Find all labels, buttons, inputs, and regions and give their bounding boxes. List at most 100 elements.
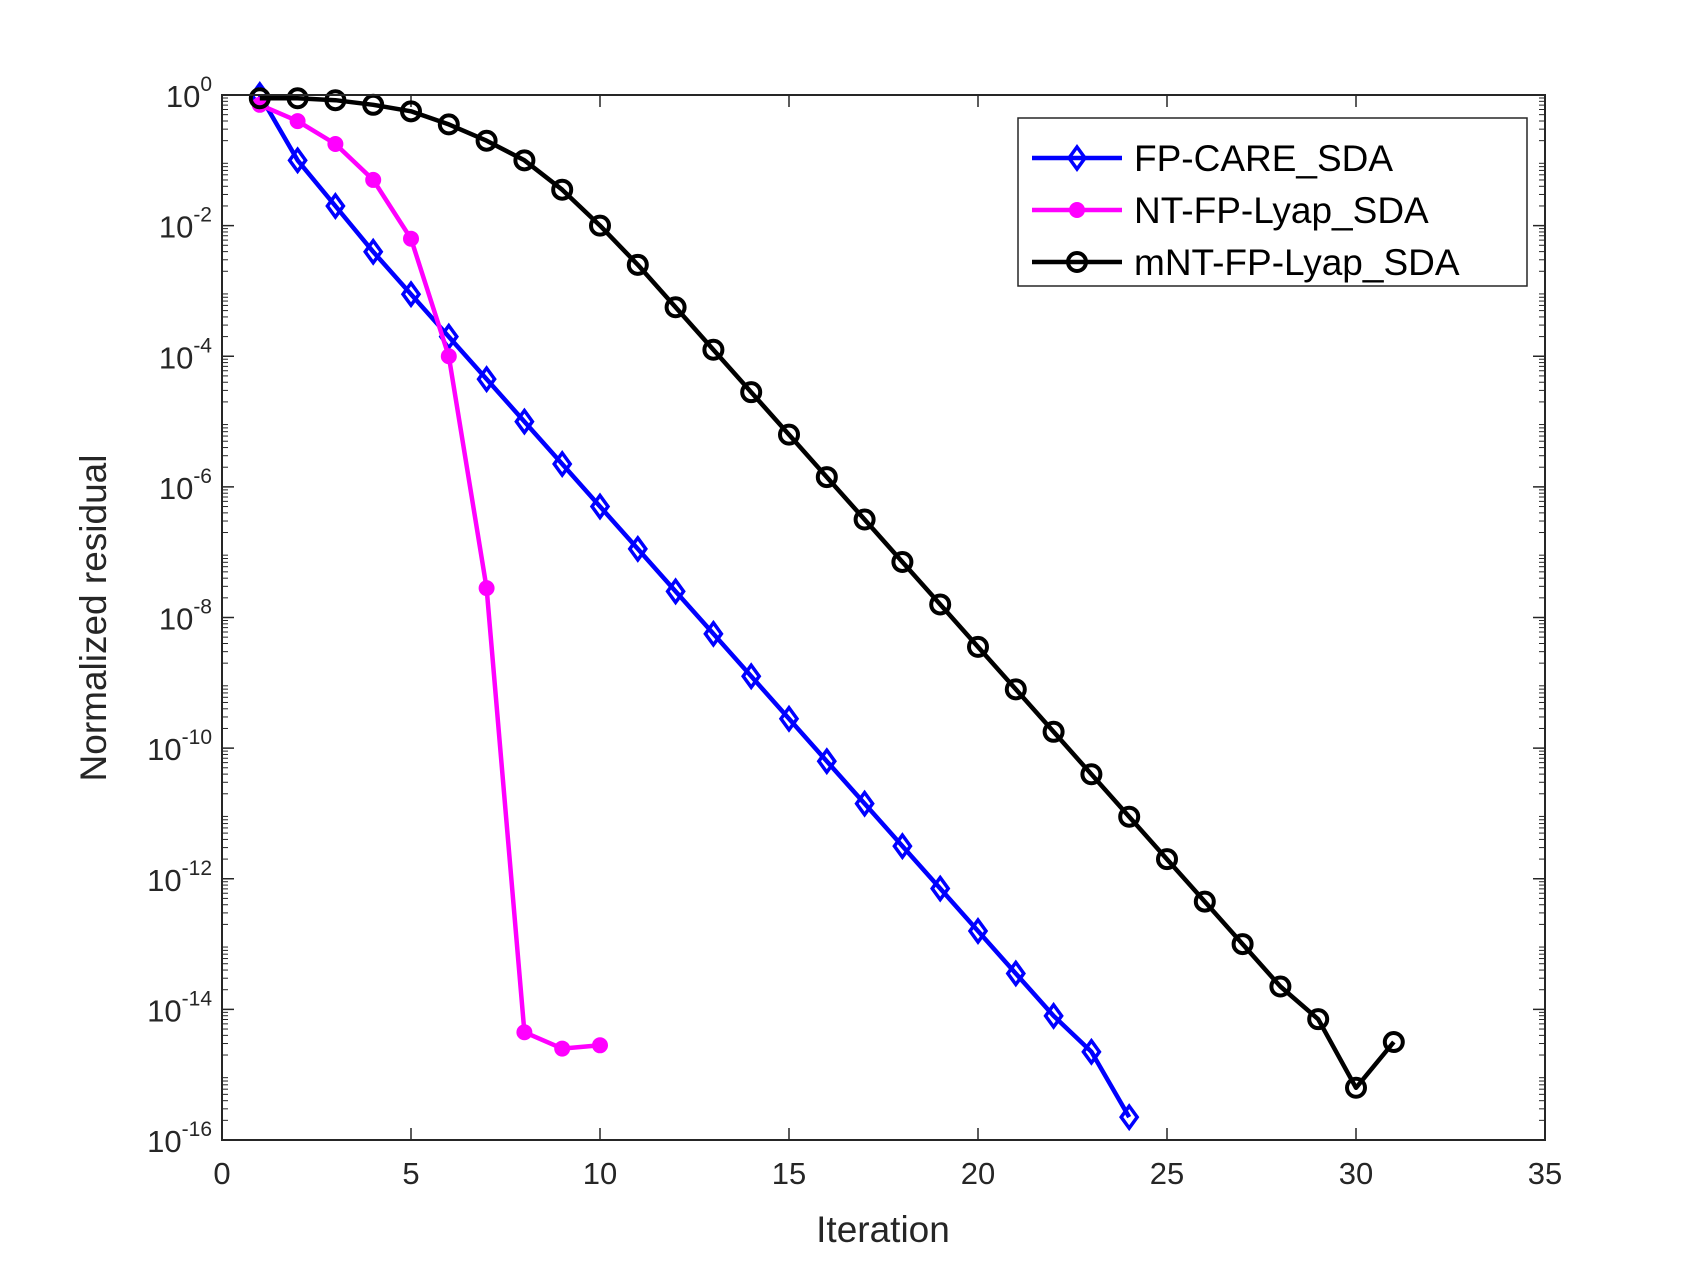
y-tick-base: 10 [147,993,181,1028]
legend-marker [1066,251,1088,273]
data-point [363,237,384,266]
y-tick-label: 100 [166,73,212,114]
legend: FP-CARE_SDA NT-FP-Lyap_SDA mNT-FP-Lyap_SDA [1017,117,1528,287]
data-point [816,747,837,776]
data-point [327,135,344,152]
legend-marker [1069,202,1085,218]
series-line [257,93,1132,1119]
data-point [287,146,308,175]
data-point [514,407,535,436]
data-point [891,550,914,573]
data-point [1156,848,1178,871]
legend-entry: FP-CARE_SDA [1032,138,1393,179]
data-point [741,662,762,691]
y-tick-base: 10 [147,1124,181,1159]
x-tick-label: 20 [961,1156,995,1191]
y-tick-exponent: 0 [200,73,212,96]
series-fp-care-sda [249,81,1140,1132]
y-tick-label: 10-8 [159,596,212,637]
data-point [854,789,875,818]
legend-box [1017,117,1528,287]
data-point [400,280,422,309]
data-point [554,1040,571,1057]
series-layer [248,81,1405,1132]
y-axis-label: Normalized residual [73,455,114,782]
axes-box [221,94,1546,1141]
x-tick-label: 15 [772,1156,806,1191]
x-tick-label: 35 [1528,1156,1562,1191]
y-tick-base: 10 [159,471,193,506]
y-tick-label: 10-14 [147,987,212,1028]
y-tick-exponent: -14 [182,987,213,1010]
x-tick-label: 30 [1339,1156,1373,1191]
data-point [516,1024,533,1041]
data-point [1043,1001,1064,1030]
data-point [248,87,271,110]
data-point [289,113,306,130]
data-point [664,296,687,319]
data-point [513,149,536,172]
data-point [853,508,876,531]
y-tick-exponent: -4 [193,334,212,357]
y-tick-label: 10-16 [147,1118,212,1159]
y-tick-exponent: -12 [182,857,212,880]
series-mnt-fp-lyap-sda [248,87,1405,1099]
data-point [592,1037,608,1054]
x-tick-label: 25 [1150,1156,1184,1191]
data-point [551,178,574,201]
data-point [627,534,648,563]
data-point [665,577,686,606]
data-point [626,253,649,276]
data-point [476,365,497,394]
data-point [403,230,419,247]
data-point [440,348,457,365]
y-tick-base: 10 [147,863,181,898]
data-point [589,214,611,237]
y-tick-label: 10-10 [147,726,212,767]
data-point [1119,1103,1140,1132]
data-point [1042,720,1065,743]
data-point [930,874,951,903]
data-point [702,338,725,361]
data-point [1080,763,1103,786]
data-point [929,593,952,616]
y-tick-label: 10-4 [159,334,212,375]
data-point [1382,1031,1405,1054]
data-point [286,87,309,110]
y-tick-base: 10 [159,340,193,375]
legend-label: FP-CARE_SDA [1134,138,1393,179]
legend-entry: NT-FP-Lyap_SDA [1032,190,1429,231]
y-tick-exponent: -10 [182,726,212,749]
x-tick-label: 5 [402,1156,419,1191]
series-line [259,96,1396,1091]
y-tick-base: 10 [159,210,193,245]
data-point [1004,678,1027,701]
y-tick-exponent: -2 [193,204,212,227]
data-point [475,129,498,152]
data-point [1193,890,1216,913]
y-tick-label: 10-12 [147,857,212,898]
data-point [967,635,989,658]
data-point [478,580,495,597]
y-tick-label: 10-2 [159,204,212,245]
data-point [324,89,347,112]
y-tick-exponent: -6 [193,465,212,488]
data-point [1081,1037,1102,1066]
legend-label: NT-FP-Lyap_SDA [1134,190,1429,231]
data-point [778,423,800,446]
data-point [778,704,800,733]
x-tick-label: 10 [583,1156,617,1191]
x-tick-labels: 0 5 10 15 20 25 30 35 [213,1156,1562,1191]
x-tick-label: 0 [213,1156,230,1191]
data-point [589,492,611,521]
data-point [892,832,913,861]
data-point [437,113,460,136]
data-point [1005,959,1026,988]
data-point [1231,933,1254,956]
data-point [815,466,838,489]
data-point [1307,1008,1330,1031]
legend-marker [1066,144,1088,172]
data-point [740,381,763,404]
